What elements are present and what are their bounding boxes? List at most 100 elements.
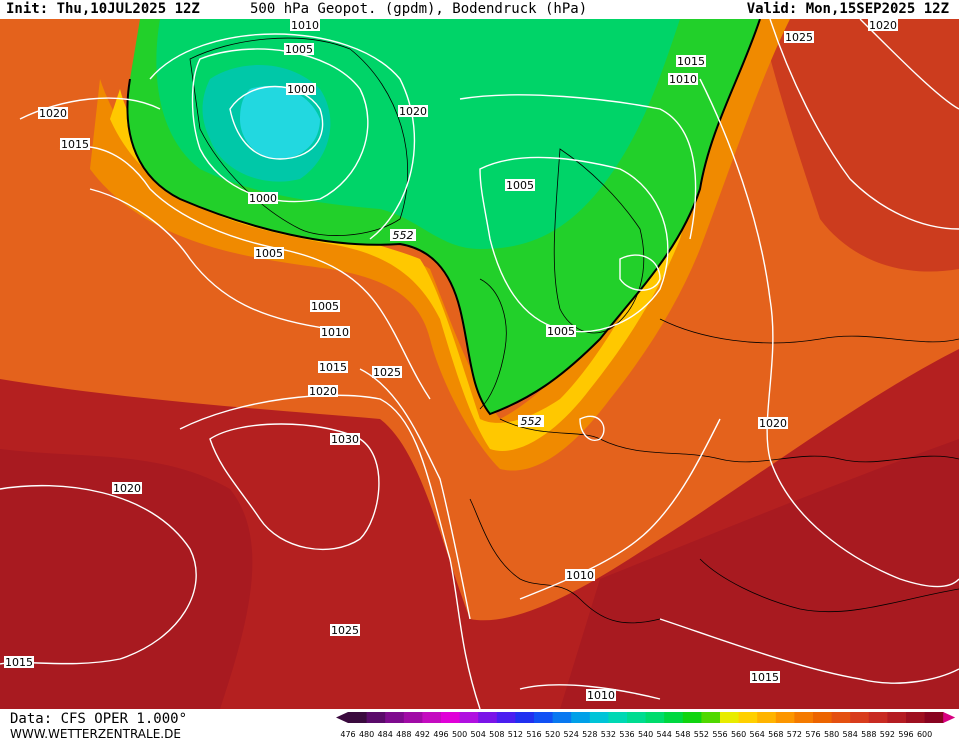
svg-text:1005: 1005	[255, 247, 283, 260]
isobar-label: 1020	[758, 417, 788, 430]
svg-text:1020: 1020	[399, 105, 427, 118]
isobar-label: 1020	[868, 19, 898, 32]
header-bar: Init: Thu,10JUL2025 12Z 500 hPa Geopot. …	[0, 0, 959, 19]
color-scale-bars	[336, 712, 956, 723]
scale-color-swatch	[627, 712, 647, 723]
website-credit: WWW.WETTERZENTRALE.DE	[10, 727, 181, 741]
svg-text:1010: 1010	[566, 569, 594, 582]
isobar-label: 1025	[372, 366, 402, 379]
scale-color-swatch	[887, 712, 907, 723]
svg-text:1020: 1020	[309, 385, 337, 398]
scale-color-swatch	[403, 712, 423, 723]
scale-tick-label: 488	[396, 730, 411, 739]
isobar-label: 1015	[750, 671, 780, 684]
scale-color-swatch	[831, 712, 851, 723]
scale-tick-label: 600	[917, 730, 932, 739]
scale-tick-label: 552	[694, 730, 709, 739]
scale-color-swatch	[701, 712, 721, 723]
scale-color-swatch	[775, 712, 795, 723]
isobar-label: 1015	[60, 138, 90, 151]
scale-tick-label: 484	[378, 730, 393, 739]
svg-text:1025: 1025	[373, 366, 401, 379]
isobar-label: 1010	[586, 689, 616, 702]
svg-text:1015: 1015	[751, 671, 779, 684]
isobar-label: 1030	[330, 433, 360, 446]
isobar-label: 1000	[286, 83, 316, 96]
isobar-label: 1005	[505, 179, 535, 192]
svg-text:1000: 1000	[287, 83, 315, 96]
orange-band	[90, 19, 790, 471]
scale-color-swatch	[794, 712, 814, 723]
svg-text:1015: 1015	[677, 55, 705, 68]
scale-color-swatch	[850, 712, 870, 723]
scale-color-swatch	[348, 712, 368, 723]
svg-text:1020: 1020	[39, 107, 67, 120]
scale-color-swatch	[645, 712, 665, 723]
isobar-label: 1015	[4, 656, 34, 669]
svg-text:1005: 1005	[547, 325, 575, 338]
scale-tick-label: 536	[619, 730, 634, 739]
init-time: Init: Thu,10JUL2025 12Z	[6, 1, 200, 17]
svg-text:1005: 1005	[506, 179, 534, 192]
svg-text:1020: 1020	[869, 19, 897, 32]
scale-tick-label: 508	[489, 730, 504, 739]
scale-tick-label: 556	[712, 730, 727, 739]
scale-tick-label: 548	[675, 730, 690, 739]
isobar-label: 1025	[330, 624, 360, 637]
ne-ridge-zone	[760, 19, 959, 272]
scale-color-swatch	[496, 712, 516, 723]
scale-tick-label: 520	[545, 730, 560, 739]
scale-color-swatch	[868, 712, 888, 723]
svg-text:1000: 1000	[249, 192, 277, 205]
scale-color-swatch	[608, 712, 628, 723]
isobar-label: 1015	[318, 361, 348, 374]
scale-tick-label: 476	[340, 730, 355, 739]
scale-tick-label: 560	[731, 730, 746, 739]
scale-tick-label: 596	[898, 730, 913, 739]
isobar-label: 1025	[784, 31, 814, 44]
scale-color-swatch	[682, 712, 702, 723]
isobar-label: 1010	[320, 326, 350, 339]
scale-tick-label: 576	[805, 730, 820, 739]
scale-color-swatch	[441, 712, 461, 723]
scale-color-swatch	[924, 712, 944, 723]
svg-text:1030: 1030	[331, 433, 359, 446]
svg-text:1005: 1005	[285, 43, 313, 56]
svg-text:1020: 1020	[113, 482, 141, 495]
forecast-map: 1010 1005 1000 1020 1015 1010 1020 1025 …	[0, 19, 959, 709]
trough-core-cyan	[240, 85, 320, 159]
isobar-label: 1005	[310, 300, 340, 313]
scale-tick-label: 564	[750, 730, 765, 739]
scale-tick-label: 592	[880, 730, 895, 739]
scale-color-swatch	[366, 712, 386, 723]
geopotential-label: 552	[518, 415, 544, 428]
color-scale-legend: 476 480 484 488 492 496 500 504 508 512 516 520 524 5…	[336, 712, 956, 739]
svg-text:1025: 1025	[785, 31, 813, 44]
svg-text:1010: 1010	[291, 19, 319, 32]
coastlines	[189, 37, 959, 624]
scale-color-swatch	[422, 712, 442, 723]
isobar-label: 1020	[308, 385, 338, 398]
scale-tick-label: 588	[861, 730, 876, 739]
contour-552	[126, 19, 761, 416]
scale-tick-label: 512	[508, 730, 523, 739]
isobar-label: 1005	[284, 43, 314, 56]
valid-time: Valid: Mon,15SEP2025 12Z	[746, 1, 949, 17]
scale-color-swatch	[515, 712, 535, 723]
isobar-label: 1020	[112, 482, 142, 495]
scale-color-swatch	[385, 712, 405, 723]
svg-text:1005: 1005	[311, 300, 339, 313]
scale-tick-label: 540	[638, 730, 653, 739]
data-source: Data: CFS OPER 1.000°	[10, 711, 188, 727]
isobar-label: 1005	[254, 247, 284, 260]
svg-text:1025: 1025	[331, 624, 359, 637]
scale-tick-label: 568	[768, 730, 783, 739]
scale-tick-label: 516	[526, 730, 541, 739]
svg-text:1010: 1010	[587, 689, 615, 702]
scale-color-swatch	[757, 712, 777, 723]
isobar-label: 1010	[290, 19, 320, 32]
svg-text:552: 552	[393, 229, 414, 242]
scale-tick-label: 524	[564, 730, 579, 739]
scale-tick-label: 492	[415, 730, 430, 739]
